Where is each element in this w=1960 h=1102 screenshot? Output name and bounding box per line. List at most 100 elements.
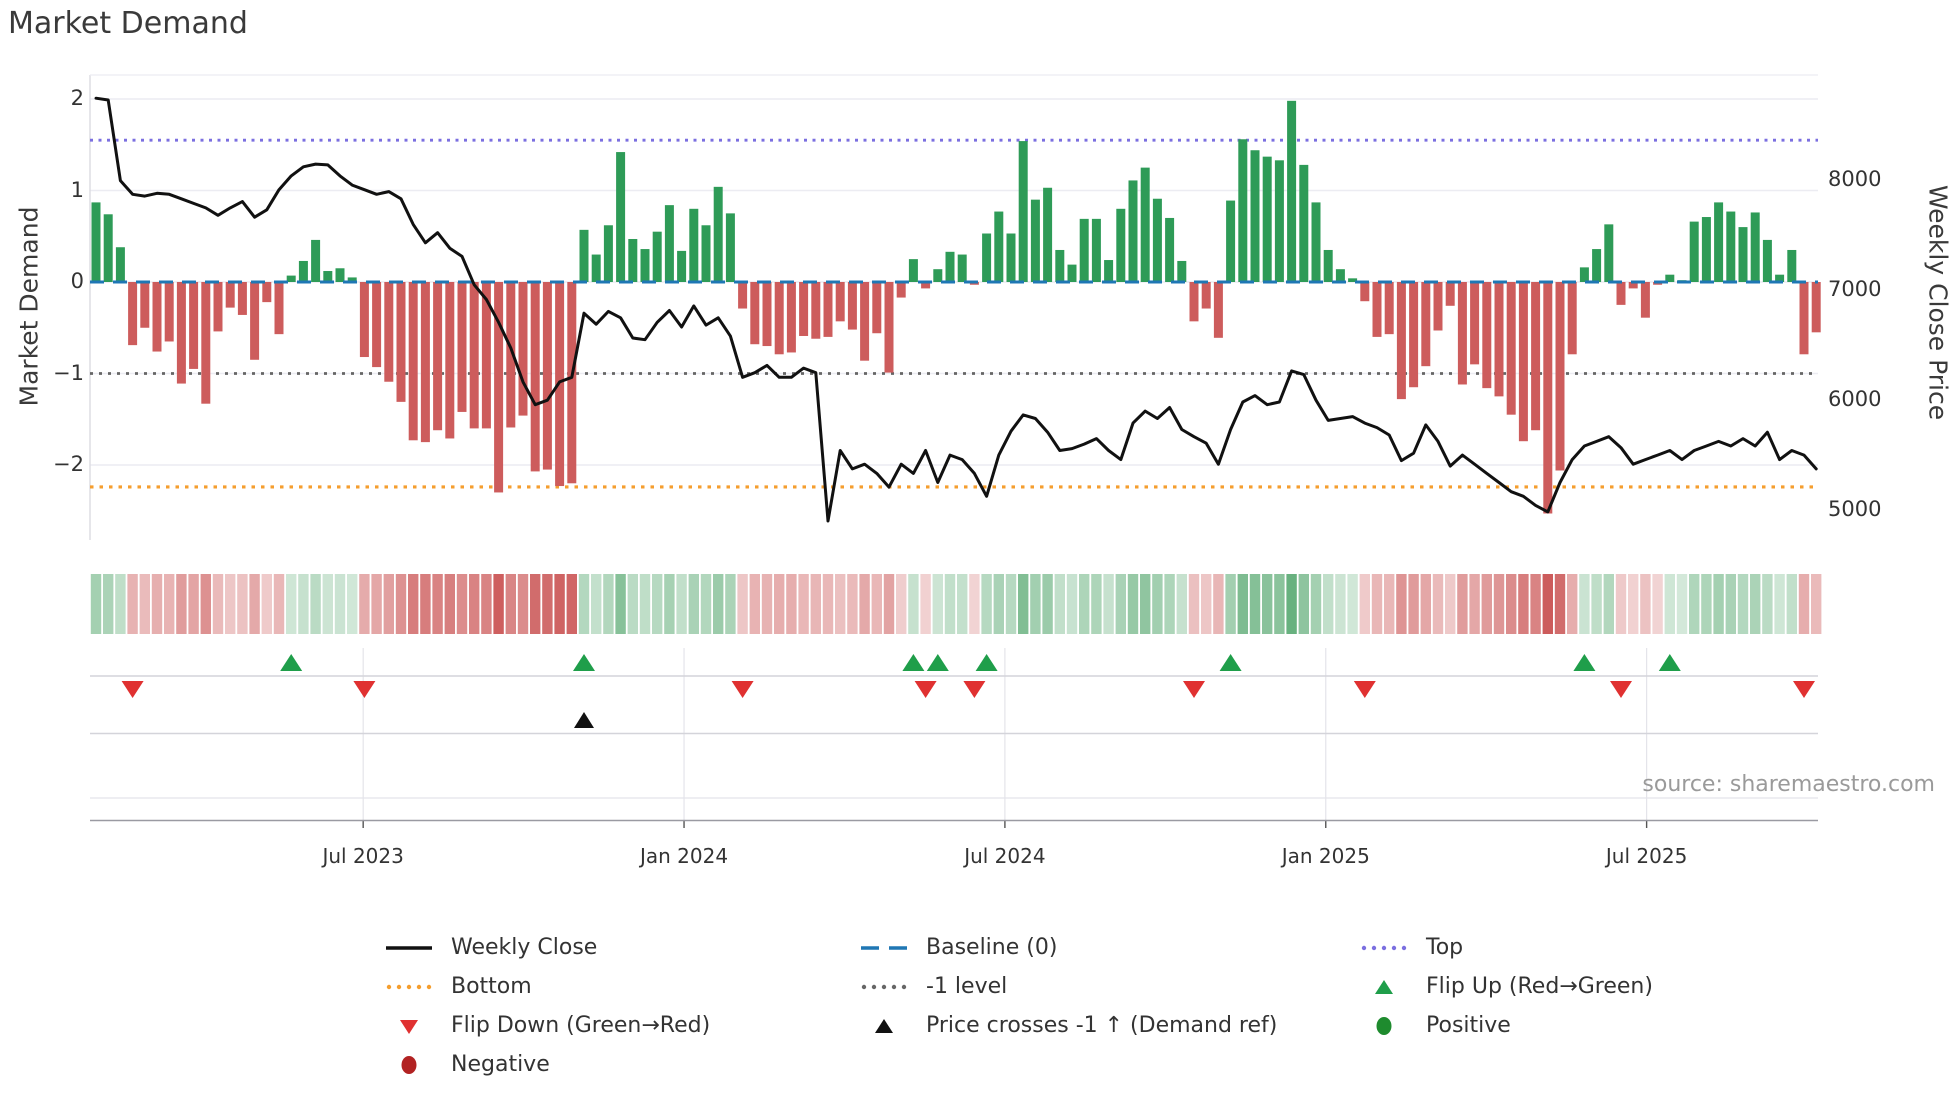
legend-item: Top: [1358, 928, 1653, 967]
y-tick-label-left: −2: [53, 452, 84, 476]
demand-bar: [1372, 282, 1382, 337]
heatmap-cell: [103, 574, 114, 634]
legend-label: Bottom: [451, 974, 532, 999]
heatmap-cell: [493, 574, 504, 634]
legend-item: Positive: [1358, 1006, 1653, 1045]
demand-bar: [567, 282, 577, 484]
demand-bar: [1348, 278, 1358, 282]
left-axis-label: Market Demand: [14, 206, 44, 407]
heatmap-cell: [212, 574, 224, 634]
legend-label: Negative: [451, 1052, 550, 1077]
legend-label: -1 level: [926, 974, 1008, 999]
demand-bar: [823, 282, 833, 337]
x-tick-label: Jul 2023: [322, 844, 404, 868]
heatmap-cell: [1542, 574, 1553, 634]
legend-label: Price crosses -1 ↑ (Demand ref): [926, 1013, 1278, 1038]
heatmap-cell: [932, 574, 943, 634]
legend-label: Flip Down (Green→Red): [451, 1013, 711, 1038]
heatmap-cell: [1176, 574, 1187, 634]
demand-bar: [384, 282, 394, 382]
demand-bar: [445, 282, 455, 439]
demand-bar: [1238, 139, 1248, 282]
demand-bar: [945, 251, 955, 282]
heatmap-cell: [90, 574, 102, 634]
demand-bar: [774, 282, 784, 355]
demand-bar: [1067, 264, 1077, 282]
heatmap-cell: [139, 574, 150, 634]
heatmap-cell: [944, 574, 956, 634]
legend-swatch: [1358, 935, 1410, 961]
flip-down-marker: [1610, 681, 1632, 698]
heatmap-cell: [1018, 574, 1029, 634]
flip-markers-layer: [121, 654, 1815, 728]
demand-bar: [1470, 282, 1480, 365]
heatmap-cell: [1054, 574, 1065, 634]
heatmap-cell: [371, 574, 382, 634]
heatmap-cell: [1371, 574, 1383, 634]
heatmap-cell: [774, 574, 785, 634]
demand-bar: [1543, 282, 1553, 514]
heatmap-cell: [615, 574, 626, 634]
tri-up-legend-icon: [1375, 979, 1393, 994]
demand-bar: [1287, 100, 1297, 282]
demand-bar: [311, 239, 321, 282]
demand-bar: [1299, 164, 1309, 282]
demand-bar: [1640, 282, 1650, 318]
dots-legend-icon: [1361, 945, 1407, 950]
demand-bars-layer: [91, 100, 1821, 514]
heatmap-cell: [1042, 574, 1053, 634]
flip-up-marker: [902, 654, 925, 671]
demand-bar: [1201, 282, 1211, 309]
legend-item: -1 level: [858, 967, 1277, 1006]
demand-bar: [1445, 282, 1455, 306]
heatmap-cell: [1152, 574, 1163, 634]
heatmap-cell: [1298, 574, 1309, 634]
demand-bar: [481, 282, 491, 429]
heatmap-cell: [566, 574, 577, 634]
heatmap-cell: [176, 574, 187, 634]
legend-label: Weekly Close: [451, 935, 598, 960]
flip-up-marker: [1573, 654, 1596, 671]
demand-bar: [1775, 274, 1785, 282]
demand-bar: [152, 282, 162, 352]
heatmap-cell: [725, 574, 736, 634]
demand-bar: [1226, 200, 1236, 282]
demand-bar: [1701, 217, 1711, 282]
legend-swatch: [1358, 1013, 1410, 1039]
demand-bar: [201, 282, 211, 404]
demand-bar: [372, 282, 382, 368]
heatmap-cell: [505, 574, 516, 634]
heatmap-cell: [786, 574, 797, 634]
heatmap-cell: [469, 574, 480, 634]
marker-panels-layer: [90, 648, 1818, 828]
demand-bar: [128, 282, 138, 346]
heatmap-cell: [1091, 574, 1102, 634]
heatmap-cell: [1811, 574, 1822, 634]
heatmap-cell: [542, 574, 553, 634]
demand-bar: [799, 282, 809, 336]
demand-bar: [359, 282, 369, 358]
demand-bar: [1689, 221, 1699, 282]
heatmap-cell: [1140, 574, 1151, 634]
heatmap-cell: [737, 574, 748, 634]
heatmap-cell: [1432, 574, 1444, 634]
heatmap-strip: [90, 574, 1822, 634]
heatmap-cell: [347, 574, 358, 634]
demand-bar: [689, 208, 699, 282]
heatmap-cell: [1445, 574, 1456, 634]
flip-up-marker: [280, 654, 303, 671]
heatmap-cell: [554, 574, 565, 634]
heatmap-cell: [1201, 574, 1212, 634]
heatmap-cell: [1615, 574, 1627, 634]
x-tick-label: Jan 2025: [1281, 844, 1370, 868]
demand-bar: [396, 282, 406, 402]
heatmap-cell: [200, 574, 211, 634]
demand-bar: [994, 211, 1004, 282]
legend-item: Negative: [383, 1045, 710, 1084]
heatmap-cell: [1225, 574, 1236, 634]
demand-bar: [1665, 274, 1675, 282]
heatmap-cell: [957, 574, 968, 634]
heatmap-cell: [1127, 574, 1139, 634]
x-tick-label: Jul 2024: [964, 844, 1046, 868]
heatmap-cell: [749, 574, 760, 634]
